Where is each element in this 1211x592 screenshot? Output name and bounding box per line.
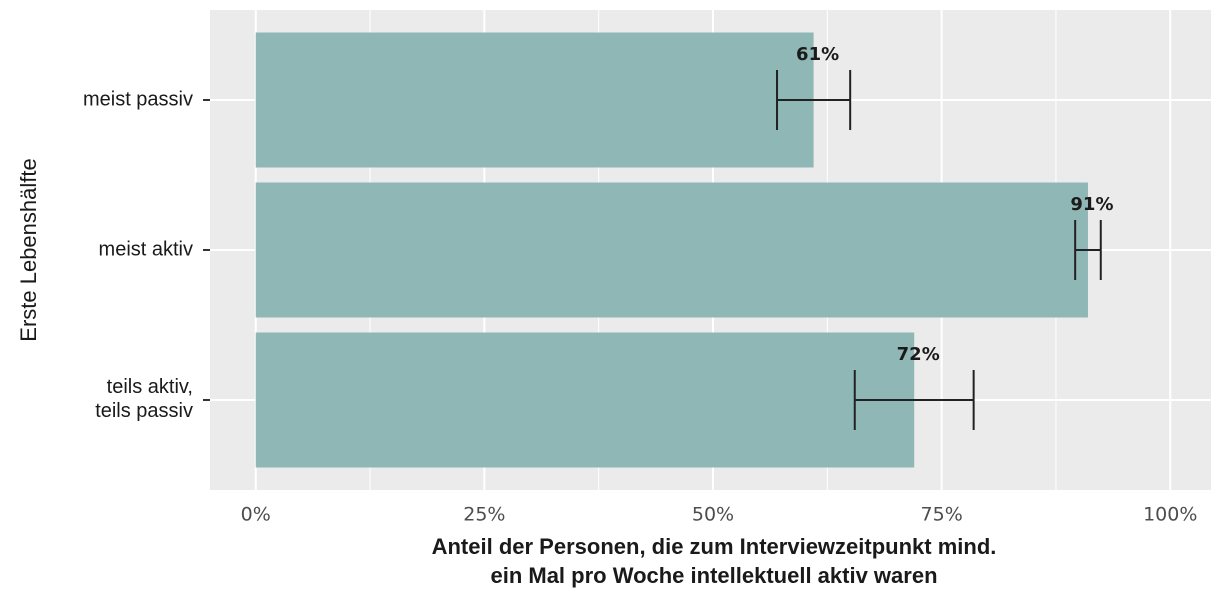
data-label: 61%: [796, 44, 839, 65]
y-tick-label: meist aktiv: [99, 238, 193, 260]
y-axis-title: Erste Lebenshälfte: [16, 158, 41, 341]
x-axis-title: Anteil der Personen, die zum Interviewze…: [432, 534, 997, 588]
y-tick-label: meist passiv: [83, 88, 193, 110]
data-label: 91%: [1070, 194, 1113, 215]
bar: [255, 332, 915, 468]
y-tick-label: teils aktiv, teils passiv: [95, 376, 193, 422]
x-tick-label: 0%: [241, 504, 271, 526]
bar: [255, 182, 1088, 318]
bar: [255, 32, 814, 168]
x-tick-label: 75%: [921, 504, 963, 526]
x-tick-label: 25%: [463, 504, 505, 526]
data-label: 72%: [897, 344, 940, 365]
x-tick-label: 100%: [1143, 504, 1197, 526]
x-tick-label: 50%: [692, 504, 734, 526]
